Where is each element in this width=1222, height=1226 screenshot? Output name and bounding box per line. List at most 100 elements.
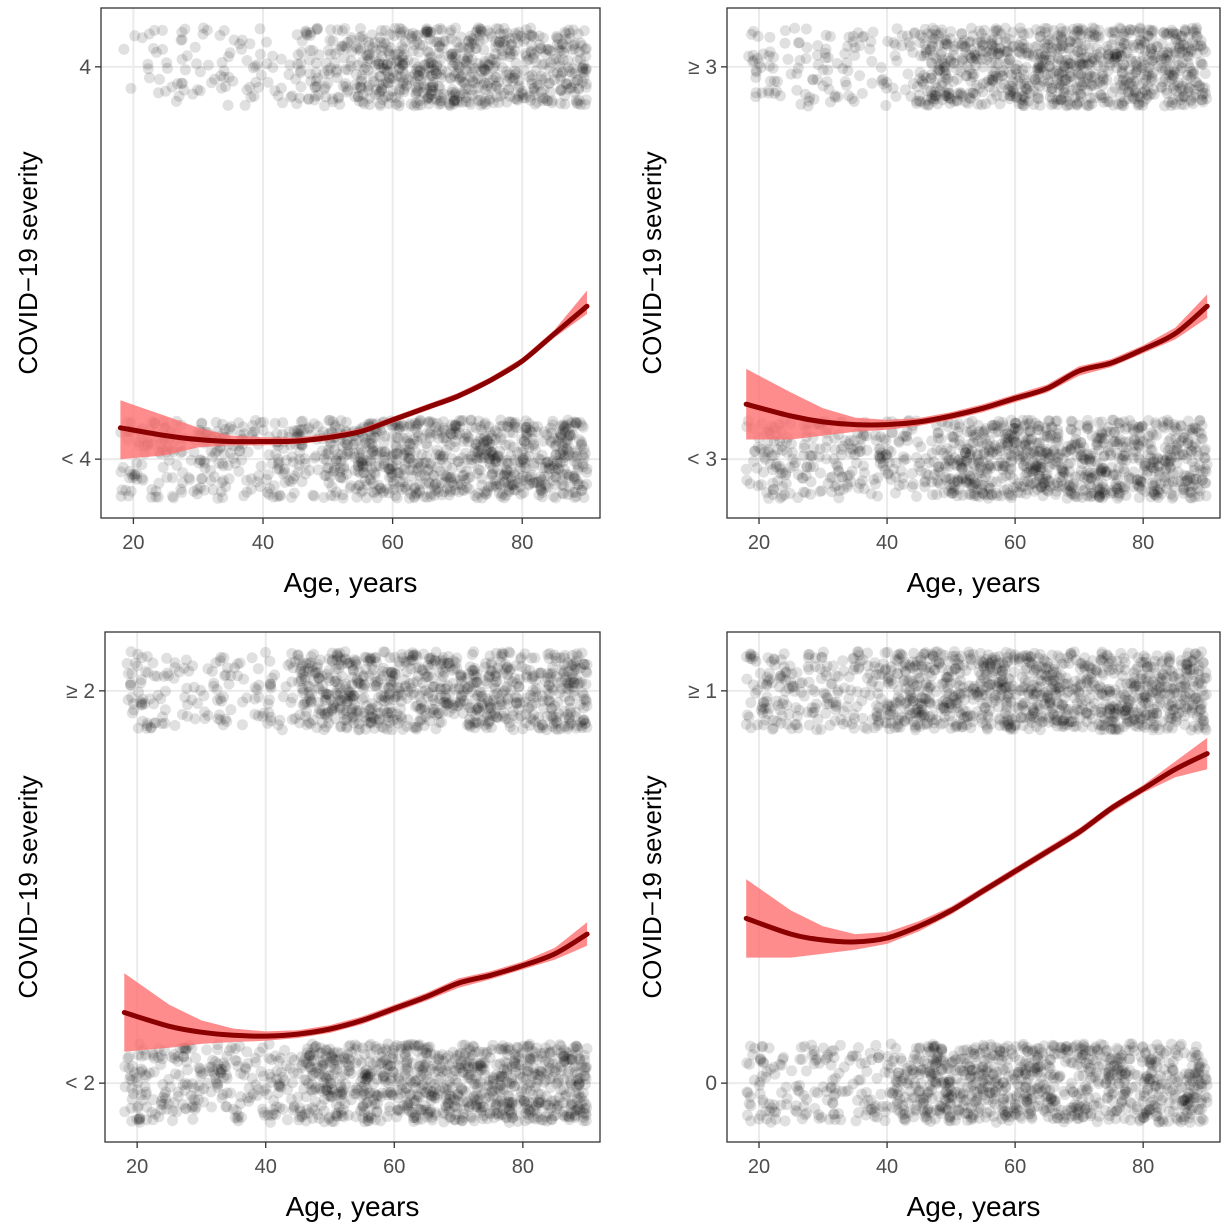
data-point (239, 1062, 251, 1073)
data-point (508, 467, 520, 479)
data-point (1103, 48, 1115, 60)
data-point (1152, 41, 1164, 53)
data-point (385, 667, 397, 678)
data-point (409, 57, 420, 69)
data-point (1017, 460, 1029, 472)
data-point (378, 458, 390, 470)
data-point (284, 59, 296, 71)
data-point (931, 66, 943, 78)
data-point (568, 677, 580, 688)
data-point (774, 460, 786, 472)
data-point (837, 63, 849, 75)
data-point (447, 47, 459, 59)
data-point (1157, 50, 1169, 62)
data-point (395, 30, 407, 41)
data-point (1076, 57, 1088, 69)
data-point (1122, 86, 1134, 98)
data-point (222, 662, 233, 674)
data-point (498, 87, 510, 99)
data-point (1083, 69, 1095, 80)
data-point (393, 1060, 405, 1072)
data-point (401, 432, 413, 444)
data-point (512, 1116, 524, 1127)
data-point (900, 453, 912, 465)
data-point (387, 670, 399, 682)
data-point (425, 88, 437, 100)
data-point (374, 100, 386, 112)
data-point (533, 667, 545, 679)
data-point (504, 90, 516, 102)
data-point (320, 694, 332, 706)
data-point (980, 98, 992, 110)
data-point (319, 100, 331, 112)
data-point (952, 472, 964, 484)
data-point (1147, 67, 1159, 79)
data-point (1174, 41, 1186, 53)
data-point (1193, 490, 1205, 502)
data-point (1093, 52, 1105, 63)
data-point (311, 722, 323, 734)
data-point (481, 709, 493, 720)
data-point (518, 461, 530, 473)
data-point (507, 427, 519, 439)
data-point (348, 654, 360, 666)
data-point (357, 33, 369, 45)
data-point (196, 473, 207, 485)
data-point (1030, 24, 1042, 36)
data-point (401, 692, 413, 704)
data-point (431, 24, 443, 36)
data-point (421, 25, 433, 37)
data-point (1002, 44, 1014, 56)
data-point (943, 52, 955, 64)
data-point (1052, 456, 1064, 468)
data-point (1061, 446, 1073, 457)
data-point (865, 488, 877, 500)
data-point (334, 702, 346, 713)
data-point (357, 460, 369, 471)
data-point (559, 436, 571, 448)
data-point (769, 88, 781, 99)
data-point (394, 421, 406, 433)
data-point (550, 652, 562, 664)
data-point (304, 691, 316, 702)
data-point (926, 435, 938, 447)
data-point (560, 421, 571, 432)
data-point (851, 457, 862, 469)
data-point (911, 98, 923, 109)
data-point (423, 98, 435, 110)
data-point (478, 63, 490, 74)
data-point (993, 49, 1005, 61)
data-point (1145, 461, 1157, 473)
data-point (840, 79, 852, 91)
data-point (538, 703, 550, 715)
data-point (427, 79, 439, 91)
data-point (569, 492, 580, 503)
data-point (367, 441, 379, 453)
data-point (545, 702, 557, 714)
data-point (1072, 46, 1083, 58)
data-point (330, 455, 342, 467)
data-point (491, 675, 503, 687)
data-point (1176, 98, 1187, 110)
data-point (142, 63, 154, 75)
data-point (951, 490, 963, 502)
data-point (332, 24, 344, 36)
data-point (1012, 445, 1024, 457)
data-point (421, 491, 433, 503)
data-point (153, 87, 164, 99)
data-point (393, 63, 405, 75)
data-point (1057, 26, 1069, 38)
data-point (987, 446, 999, 457)
data-point (526, 426, 538, 438)
data-point (264, 678, 276, 690)
data-point (1079, 52, 1091, 64)
data-point (449, 94, 461, 106)
data-point (215, 486, 227, 497)
data-point (140, 666, 152, 677)
data-point (295, 663, 307, 675)
data-point (564, 694, 576, 706)
data-point (1167, 28, 1179, 40)
data-point (1147, 462, 1159, 474)
data-point (176, 26, 188, 38)
data-point (1042, 447, 1053, 459)
